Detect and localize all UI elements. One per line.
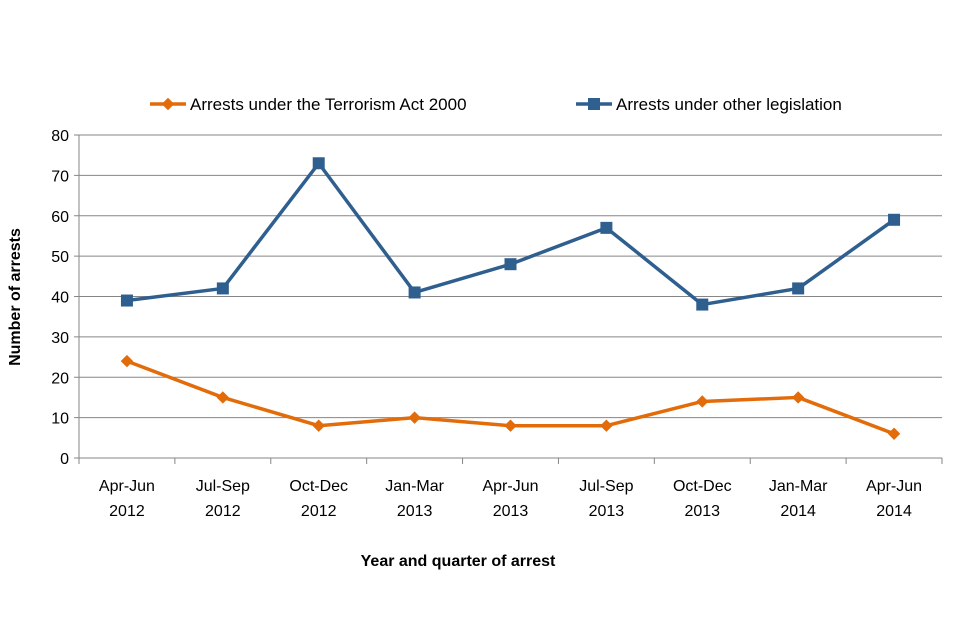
x-tick-label-quarter: Apr-Jun [866,478,922,495]
series-lines [120,157,901,440]
series-line [126,161,896,307]
data-point [600,221,613,234]
data-point [120,354,134,368]
y-tick-label: 30 [51,330,69,347]
x-tick-label-year: 2012 [109,503,145,520]
legend-item: Arrests under the Terrorism Act 2000 [150,95,467,114]
x-tick-label-year: 2013 [684,503,720,520]
y-tick-label: 40 [51,290,69,307]
x-tick-label-year: 2013 [493,503,529,520]
series-terrorism-act [120,354,901,440]
x-tick-label-quarter: Jul-Sep [579,478,633,495]
data-point [504,258,517,271]
x-tick-label-quarter: Apr-Jun [482,478,538,495]
x-tick-label-year: 2012 [301,503,337,520]
y-tick-label: 50 [51,249,69,266]
data-point [216,282,229,295]
x-tick-label-year: 2012 [205,503,241,520]
y-tick-label: 60 [51,209,69,226]
data-point [120,294,133,307]
y-axis-title: Number of arrests [7,228,24,366]
data-point [312,157,325,170]
x-tick-label-year: 2013 [589,503,625,520]
data-point [504,419,517,432]
data-point [216,391,230,404]
y-tick-label: 20 [51,370,69,387]
x-tick-label-quarter: Oct-Dec [289,478,348,495]
x-axis-title: Year and quarter of arrest [361,553,556,570]
x-tick-label-quarter: Jul-Sep [196,478,250,495]
data-point [696,395,709,408]
y-tick-label: 0 [60,451,69,468]
x-tick-label-year: 2014 [876,503,912,520]
data-point [887,427,901,440]
x-tick-label-quarter: Jan-Mar [385,478,444,495]
axes: 0 10 20 30 40 50 60 70 80 Apr-Jun 2012 Jul-Sep 2012 O… [51,128,943,520]
y-tick-label: 70 [51,168,69,185]
legend: Arrests under the Terrorism Act 2000 Arre… [150,95,842,114]
y-tick-label: 10 [51,411,69,428]
legend-label: Arrests under the Terrorism Act 2000 [190,95,467,114]
x-tick-label-quarter: Apr-Jun [99,478,155,495]
series-other-legislation [120,157,901,311]
data-point [696,298,709,311]
legend-marker [588,98,600,110]
x-tick-label-year: 2013 [397,503,433,520]
data-point [791,391,805,404]
data-point [792,282,805,295]
legend-marker [161,97,175,111]
data-point [888,213,901,226]
legend-label: Arrests under other legislation [616,95,842,114]
gridlines [79,134,942,419]
y-tick-label: 80 [51,128,69,145]
data-point [408,286,421,299]
x-tick-label-quarter: Oct-Dec [673,478,732,495]
data-point [312,419,325,432]
data-point [408,411,421,424]
data-point [600,419,613,432]
legend-item: Arrests under other legislation [576,95,842,114]
x-tick-label-year: 2014 [780,503,816,520]
x-tick-label-quarter: Jan-Mar [769,478,828,495]
